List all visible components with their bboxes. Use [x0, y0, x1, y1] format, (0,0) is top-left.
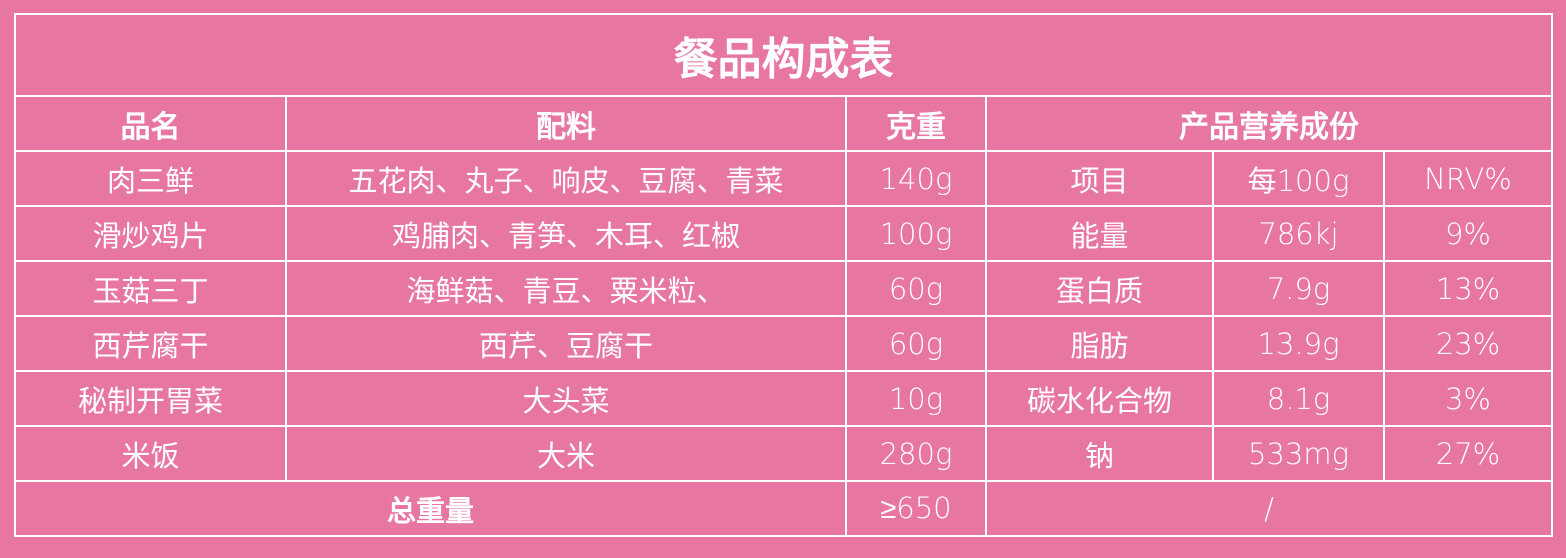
nutrition-nrv: 13%: [1383, 260, 1553, 317]
dish-ingredients: 大米: [285, 425, 847, 482]
dish-weight: 280g: [845, 425, 987, 482]
nutrition-per100g: 786kj: [1212, 205, 1385, 262]
nutrition-per100g: 7.9g: [1212, 260, 1385, 317]
meal-composition-table: 餐品构成表 品名 配料 克重 产品营养成份 肉三鲜 五花肉、丸子、响皮、豆腐、青…: [14, 13, 1553, 537]
total-label: 总重量: [14, 480, 847, 537]
nutrition-item: 碳水化合物: [985, 370, 1214, 427]
table-row: 秘制开胃菜 大头菜 10g 碳水化合物 8.1g 3%: [14, 370, 1553, 427]
dish-ingredients: 海鲜菇、青豆、粟米粒、: [285, 260, 847, 317]
header-nutrition: 产品营养成份: [985, 95, 1553, 152]
nutrition-nrv: 9%: [1383, 205, 1553, 262]
table-row: 西芹腐干 西芹、豆腐干 60g 脂肪 13.9g 23%: [14, 315, 1553, 372]
dish-ingredients: 五花肉、丸子、响皮、豆腐、青菜: [285, 150, 847, 207]
dish-ingredients: 鸡脯肉、青笋、木耳、红椒: [285, 205, 847, 262]
nutrition-item: 蛋白质: [985, 260, 1214, 317]
dish-name: 秘制开胃菜: [14, 370, 287, 427]
header-name: 品名: [14, 95, 287, 152]
table-row: 米饭 大米 280g 钠 533mg 27%: [14, 425, 1553, 482]
dish-name: 玉菇三丁: [14, 260, 287, 317]
nutrition-per100g: 533mg: [1212, 425, 1385, 482]
nutrition-per100g: 13.9g: [1212, 315, 1385, 372]
table-title: 餐品构成表: [14, 13, 1553, 97]
nutrition-nrv: 27%: [1383, 425, 1553, 482]
dish-weight: 60g: [845, 315, 987, 372]
table-row: 玉菇三丁 海鲜菇、青豆、粟米粒、 60g 蛋白质 7.9g 13%: [14, 260, 1553, 317]
nutrition-header-per100g: 每100g: [1212, 150, 1385, 207]
dish-weight: 10g: [845, 370, 987, 427]
nutrition-header-nrv: NRV%: [1383, 150, 1553, 207]
header-ingredients: 配料: [285, 95, 847, 152]
table-row: 肉三鲜 五花肉、丸子、响皮、豆腐、青菜 140g 项目 每100g NRV%: [14, 150, 1553, 207]
table-row: 滑炒鸡片 鸡脯肉、青笋、木耳、红椒 100g 能量 786kj 9%: [14, 205, 1553, 262]
dish-weight: 140g: [845, 150, 987, 207]
dish-ingredients: 大头菜: [285, 370, 847, 427]
header-weight: 克重: [845, 95, 987, 152]
nutrition-nrv: 3%: [1383, 370, 1553, 427]
nutrition-item: 钠: [985, 425, 1214, 482]
nutrition-per100g: 8.1g: [1212, 370, 1385, 427]
dish-name: 米饭: [14, 425, 287, 482]
total-row: 总重量 ≥650 /: [14, 480, 1553, 537]
nutrition-item: 能量: [985, 205, 1214, 262]
dish-name: 滑炒鸡片: [14, 205, 287, 262]
dish-name: 肉三鲜: [14, 150, 287, 207]
total-weight: ≥650: [845, 480, 987, 537]
nutrition-item: 脂肪: [985, 315, 1214, 372]
total-nutrition: /: [985, 480, 1553, 537]
nutrition-header-item: 项目: [985, 150, 1214, 207]
dish-name: 西芹腐干: [14, 315, 287, 372]
dish-weight: 100g: [845, 205, 987, 262]
dish-weight: 60g: [845, 260, 987, 317]
nutrition-nrv: 23%: [1383, 315, 1553, 372]
dish-ingredients: 西芹、豆腐干: [285, 315, 847, 372]
